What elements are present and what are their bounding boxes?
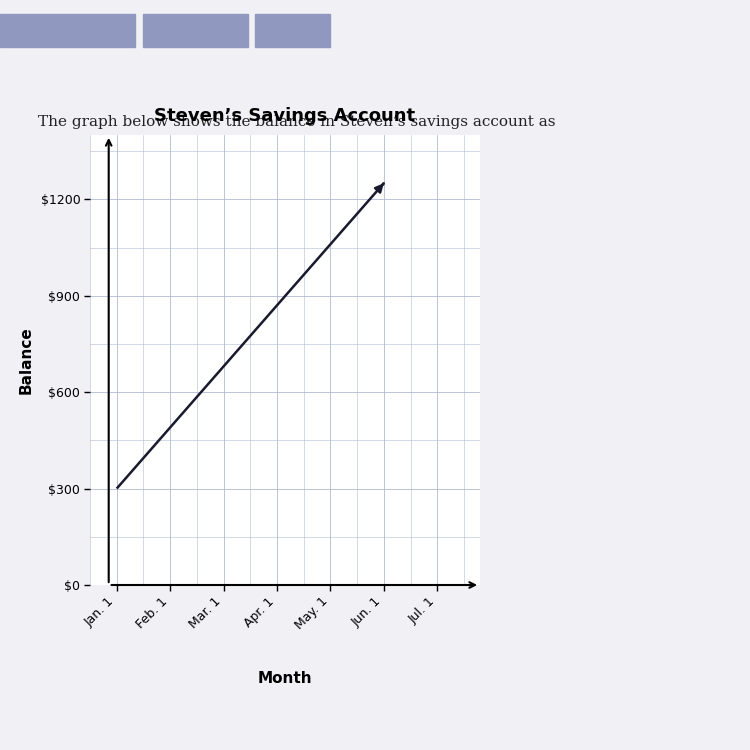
Text: The graph below shows the balance in Steven’s savings account as: The graph below shows the balance in Ste… <box>38 116 555 129</box>
X-axis label: Month: Month <box>258 671 312 686</box>
Title: Steven’s Savings Account: Steven’s Savings Account <box>154 107 416 125</box>
Y-axis label: Balance: Balance <box>19 326 34 394</box>
Bar <box>142 13 248 47</box>
Bar <box>255 13 330 47</box>
Bar <box>0 13 135 47</box>
